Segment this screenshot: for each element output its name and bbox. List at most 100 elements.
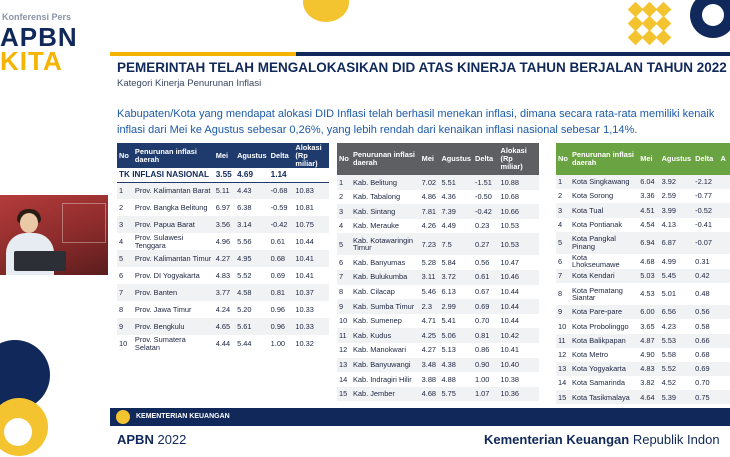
cell-agustus: 4.99	[659, 253, 694, 269]
cell-agustus: 5.01	[659, 283, 694, 306]
cell-agustus: 5.20	[235, 301, 269, 318]
cell-name: Kota Tual	[569, 203, 639, 218]
table-row: 10 Kota Probolinggo 3.65 4.23 0.58	[556, 319, 730, 334]
col-no: No	[117, 143, 133, 168]
cell-name: Kota Pontianak	[569, 217, 639, 232]
cell-name: Prov. DI Yogyakarta	[132, 267, 214, 284]
cell-delta: 0.68	[693, 347, 719, 362]
cell-alokasi: 10.36	[498, 386, 539, 402]
cell-no: 13	[556, 361, 570, 377]
cell-mei: 4.44	[213, 335, 236, 352]
decorative-shapes-bottom-left	[0, 340, 50, 457]
col-mei: Mei	[213, 143, 236, 168]
cell-agustus: 4.38	[439, 357, 474, 373]
cell-alokasi: 10.81	[293, 199, 329, 216]
cell-name: Kota Metro	[569, 347, 639, 362]
cell-alokasi: 10.41	[293, 267, 329, 284]
cell-agustus: 4.43	[235, 182, 269, 199]
cell-alokasi: 10.33	[293, 301, 329, 318]
cell-delta: 1.00	[473, 372, 499, 387]
cell-name: Kota Pematang Siantar	[569, 283, 639, 306]
table-row: 2 Prov. Bangka Belitung 6.97 6.38 -0.59 10.81	[117, 199, 329, 216]
cell-agustus: 5.39	[659, 390, 694, 405]
cell-name: Kota Sorong	[569, 189, 639, 204]
cell-no: 10	[556, 319, 570, 334]
table-row: 3 Kab. Sintang 7.81 7.39 -0.42 10.66	[337, 204, 539, 219]
cell-no: 2	[117, 199, 133, 216]
cell-name: Kota Pangkal Pinang	[569, 231, 639, 254]
cell-name: Prov. Jawa Timur	[132, 301, 214, 318]
cell-delta: 0.70	[693, 376, 719, 391]
cell-no: 4	[337, 218, 351, 234]
table-row: 8 Kota Pematang Siantar 4.53 5.01 0.48	[556, 283, 730, 306]
cell-alokasi	[718, 319, 730, 334]
table-row: 13 Kab. Banyuwangi 3.48 4.38 0.90 10.40	[337, 357, 539, 373]
cell-delta: 0.69	[473, 299, 499, 314]
cell-alokasi: 10.32	[293, 335, 329, 352]
table-row: 1 Prov. Kalimantan Barat 5.11 4.43 -0.68 10.8…	[117, 182, 329, 199]
col-alokasi: Alokasi (Rp miliar)	[498, 143, 539, 175]
cell-agustus: 4.36	[439, 189, 474, 205]
table-row: 9 Kota Pare-pare 6.00 6.56 0.56	[556, 305, 730, 320]
cell-alokasi	[718, 390, 730, 405]
table-row: 10 Prov. Sumatera Selatan 4.44 5.44 1.00 10.3…	[117, 335, 329, 352]
conference-label: Konferensi Pers	[2, 12, 72, 22]
cell-mei: 4.68	[419, 386, 440, 402]
cell-name: Kota Balikpapan	[569, 333, 639, 348]
cell-no: 1	[556, 175, 570, 190]
ministry-emblem-icon	[116, 410, 130, 424]
cell-agustus: 4.58	[235, 284, 269, 301]
cell-mei: 3.77	[213, 284, 236, 301]
intro-line-2: inflasi dari Mei ke Agustus sebesar 0,26…	[117, 124, 638, 136]
brand-area: Konferensi Pers APBN KITA	[0, 0, 95, 457]
decorative-ring	[690, 0, 730, 38]
cell-delta: 0.42	[693, 268, 719, 284]
cell-delta: 0.23	[473, 218, 499, 234]
national-agustus: 4.69	[235, 168, 269, 183]
col-agustus: Agustus	[235, 143, 269, 168]
cell-alokasi	[718, 217, 730, 232]
national-mei: 3.55	[213, 168, 236, 183]
cell-no: 9	[337, 299, 351, 314]
cell-agustus: 7.5	[439, 233, 474, 256]
cell-mei: 6.04	[638, 175, 660, 190]
col-mei: Mei	[638, 143, 660, 175]
cell-delta: -2.12	[693, 175, 719, 190]
table-row: 12 Kota Metro 4.90 5.58 0.68	[556, 347, 730, 362]
cell-delta: 0.66	[693, 333, 719, 348]
cell-name: Prov. Papua Barat	[132, 216, 214, 233]
cell-mei: 7.23	[419, 233, 440, 256]
cell-mei: 5.03	[638, 268, 660, 284]
cell-mei: 4.86	[419, 189, 440, 205]
cell-agustus: 3.14	[235, 216, 269, 233]
table-row: 7 Kota Kendari 5.03 5.45 0.42	[556, 268, 730, 284]
cell-name: Kab. Manokwari	[350, 342, 420, 358]
cell-alokasi: 10.83	[293, 182, 329, 199]
table-row: 9 Prov. Bengkulu 4.65 5.61 0.96 10.33	[117, 318, 329, 335]
cell-delta: -0.52	[693, 203, 719, 218]
cell-no: 11	[337, 328, 351, 343]
footer-band	[110, 408, 730, 426]
cell-no: 7	[337, 269, 351, 285]
cell-alokasi: 10.37	[293, 284, 329, 301]
cell-name: Kab. Merauke	[350, 218, 420, 234]
cell-mei: 4.64	[638, 390, 660, 405]
col-alokasi: Alokasi (Rp miliar)	[293, 143, 329, 168]
cell-no: 5	[117, 250, 133, 267]
cell-name: Kota Pare-pare	[569, 305, 639, 320]
col-delta: Delta	[473, 143, 499, 175]
table-row: 5 Kota Pangkal Pinang 6.94 6.87 -0.07	[556, 231, 730, 254]
cell-mei: 3.82	[638, 376, 660, 391]
cell-delta: 0.27	[473, 233, 499, 256]
intro-line-1: Kabupaten/Kota yang mendapat alokasi DID…	[117, 108, 715, 120]
cell-mei: 4.83	[213, 267, 236, 284]
speaker-video-feed[interactable]	[0, 195, 108, 275]
cell-mei: 4.26	[419, 218, 440, 234]
col-name: Penurunan inflasi daerah	[350, 143, 420, 175]
cell-alokasi: 10.38	[498, 372, 539, 387]
cell-delta: 0.81	[268, 284, 294, 301]
national-delta: 1.14	[268, 168, 294, 183]
col-name: Penurunan inflasi daerah	[569, 143, 639, 175]
national-alokasi	[293, 168, 329, 183]
cell-delta: 0.31	[693, 253, 719, 269]
